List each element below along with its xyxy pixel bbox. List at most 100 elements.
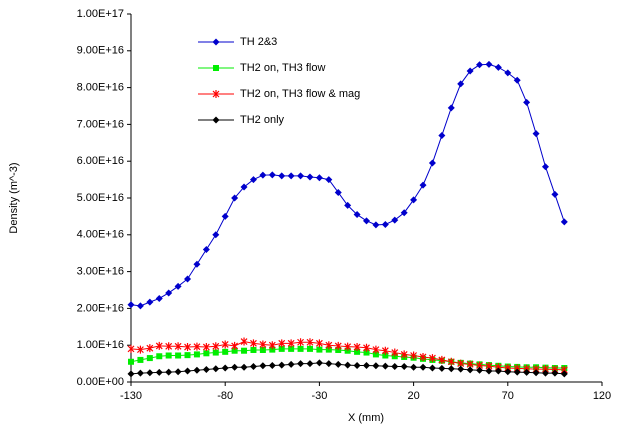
y-tick-label: 0.00E+00 bbox=[77, 376, 124, 388]
marker bbox=[344, 201, 352, 209]
marker bbox=[438, 355, 446, 364]
marker bbox=[165, 342, 173, 351]
marker bbox=[494, 367, 502, 375]
marker bbox=[222, 348, 229, 355]
marker bbox=[184, 343, 191, 352]
marker bbox=[315, 339, 323, 348]
marker bbox=[325, 176, 333, 184]
marker bbox=[184, 352, 191, 359]
marker bbox=[287, 172, 295, 180]
marker bbox=[137, 356, 144, 363]
marker bbox=[551, 190, 559, 198]
marker bbox=[165, 368, 173, 376]
marker bbox=[202, 343, 210, 352]
marker bbox=[202, 246, 210, 254]
marker bbox=[155, 341, 163, 350]
marker bbox=[382, 352, 389, 359]
marker bbox=[410, 351, 418, 360]
y-tick-label: 8.00E+16 bbox=[77, 82, 124, 94]
marker bbox=[240, 363, 248, 371]
marker bbox=[136, 302, 144, 310]
marker bbox=[476, 366, 484, 374]
marker bbox=[202, 365, 210, 373]
marker bbox=[231, 194, 239, 202]
marker bbox=[391, 363, 399, 371]
marker bbox=[221, 340, 229, 349]
marker bbox=[175, 352, 182, 359]
marker bbox=[381, 362, 389, 370]
marker bbox=[532, 130, 540, 138]
x-axis-title: X (mm) bbox=[348, 412, 384, 424]
marker bbox=[494, 63, 502, 71]
marker bbox=[268, 341, 276, 350]
marker bbox=[212, 231, 220, 239]
marker bbox=[523, 98, 531, 106]
y-tick-label: 5.00E+16 bbox=[77, 192, 124, 204]
marker bbox=[428, 159, 436, 167]
x-tick-label: 70 bbox=[502, 390, 514, 402]
marker bbox=[212, 349, 219, 356]
marker bbox=[447, 104, 455, 112]
marker bbox=[381, 220, 389, 228]
y-axis-title: Density (m^-3) bbox=[8, 162, 20, 233]
marker bbox=[184, 367, 192, 375]
marker bbox=[344, 361, 352, 369]
marker bbox=[410, 363, 418, 371]
marker bbox=[306, 338, 314, 347]
y-tick-label: 6.00E+16 bbox=[77, 155, 124, 167]
marker bbox=[334, 188, 342, 196]
marker bbox=[212, 365, 220, 373]
marker bbox=[146, 355, 153, 362]
marker bbox=[466, 366, 474, 374]
marker bbox=[165, 289, 173, 297]
marker bbox=[457, 80, 465, 88]
y-tick-label: 1.00E+17 bbox=[77, 8, 124, 20]
marker bbox=[212, 116, 220, 124]
marker bbox=[400, 363, 408, 371]
marker bbox=[354, 348, 361, 355]
marker bbox=[353, 361, 361, 369]
marker bbox=[221, 364, 229, 372]
marker bbox=[278, 361, 286, 369]
x-tick-label: -130 bbox=[120, 390, 142, 402]
marker bbox=[504, 69, 512, 77]
marker bbox=[240, 183, 248, 191]
marker bbox=[334, 341, 342, 350]
marker bbox=[193, 366, 201, 374]
marker bbox=[278, 339, 286, 348]
marker bbox=[429, 354, 436, 363]
marker bbox=[212, 342, 220, 351]
marker bbox=[193, 260, 201, 268]
marker bbox=[297, 338, 304, 347]
marker bbox=[457, 365, 465, 373]
marker bbox=[513, 76, 521, 84]
marker bbox=[297, 345, 304, 352]
marker bbox=[287, 339, 295, 348]
marker bbox=[288, 345, 295, 352]
marker bbox=[146, 369, 154, 377]
marker bbox=[297, 360, 305, 368]
legend-label: TH2 on, TH3 flow bbox=[240, 62, 325, 74]
marker bbox=[249, 363, 257, 371]
marker bbox=[127, 344, 135, 353]
y-tick-label: 2.00E+16 bbox=[77, 302, 124, 314]
y-tick-label: 9.00E+16 bbox=[77, 45, 124, 57]
marker bbox=[155, 368, 163, 376]
marker bbox=[268, 361, 276, 369]
marker bbox=[560, 370, 568, 378]
marker bbox=[419, 352, 427, 361]
marker bbox=[259, 340, 267, 349]
marker bbox=[363, 361, 370, 369]
marker bbox=[146, 344, 154, 353]
marker bbox=[259, 362, 267, 370]
marker bbox=[231, 347, 238, 354]
marker bbox=[297, 172, 305, 180]
marker bbox=[419, 363, 427, 371]
marker bbox=[231, 363, 239, 371]
marker bbox=[174, 342, 182, 351]
marker bbox=[213, 65, 219, 71]
marker bbox=[174, 368, 182, 376]
marker bbox=[287, 360, 295, 368]
marker bbox=[193, 351, 200, 358]
marker bbox=[127, 301, 135, 309]
